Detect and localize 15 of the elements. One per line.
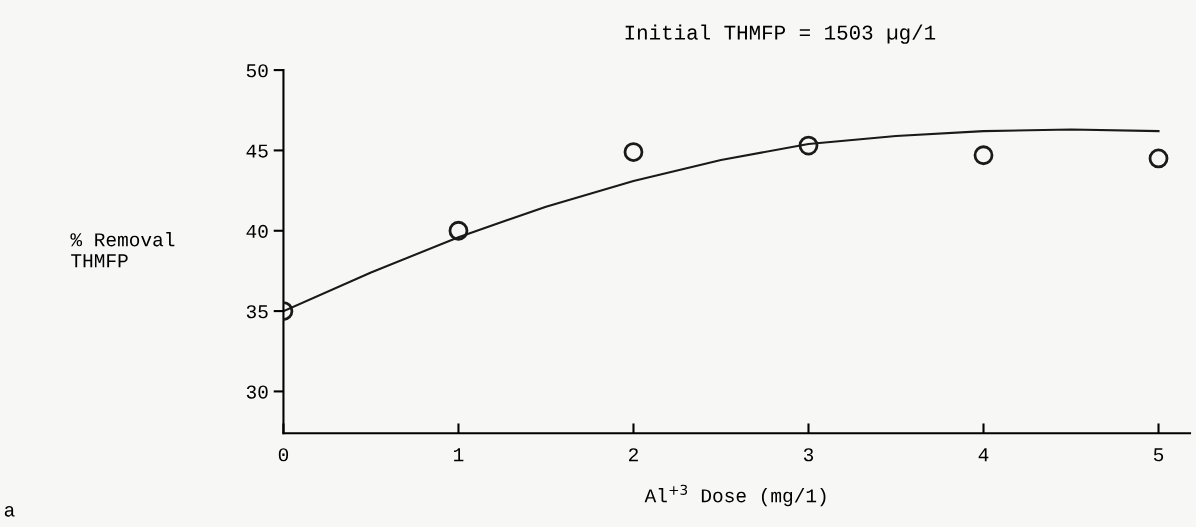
text: a xyxy=(4,506,15,517)
x-tick-label: 5 xyxy=(1153,448,1164,462)
x-tick-label: 2 xyxy=(629,448,638,462)
y-tick-label: 40 xyxy=(246,224,268,238)
y-axis-title: % Removal THMFP xyxy=(70,232,175,268)
y-tick-label: 50 xyxy=(246,64,268,78)
chart-title: Initial THMFP = 1503 µg/1 xyxy=(625,24,936,44)
x-tick-label: 0 xyxy=(278,448,289,462)
y-tick-label: 35 xyxy=(246,305,268,319)
y-tick-label: 45 xyxy=(246,144,268,158)
x-axis-title: Al$^{+3}$ Dose (mg/1) xyxy=(644,484,826,507)
x-tick-label: 1 xyxy=(454,448,464,462)
x-tick-label: 4 xyxy=(978,448,989,462)
x-tick-label: 3 xyxy=(803,448,814,462)
y-tick-label: 30 xyxy=(246,385,268,399)
